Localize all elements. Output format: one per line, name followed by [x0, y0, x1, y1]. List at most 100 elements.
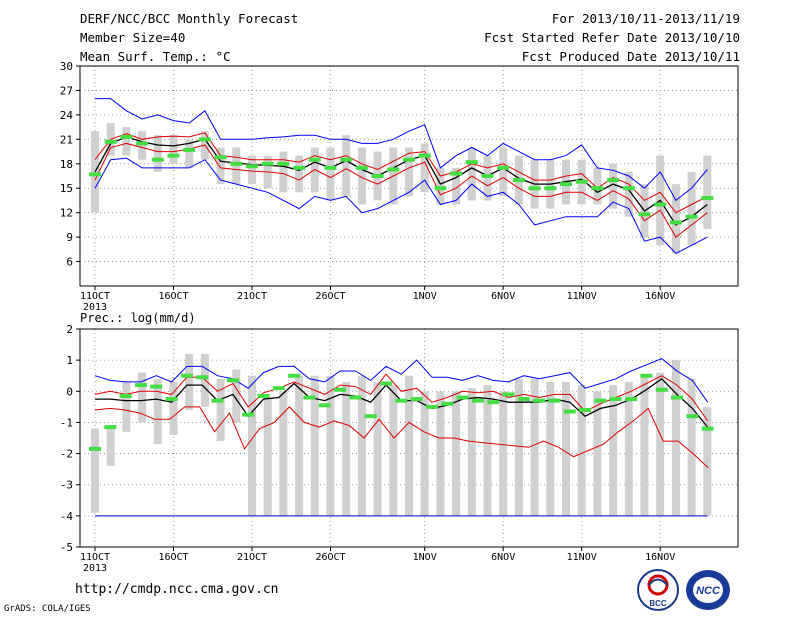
panel1-x-tick-year: 2013: [83, 302, 107, 313]
panel1-observed-marker: [277, 161, 290, 166]
panel2-y-tick-label: -5: [60, 541, 73, 554]
panel2-observed-marker: [211, 398, 224, 403]
panel2-observed-marker: [609, 397, 622, 402]
panel1-spread-box: [436, 167, 445, 205]
panel2-spread-box: [326, 375, 335, 516]
panel2-x-tick-label: 11NOV: [567, 552, 597, 563]
panel1-y-tick-label: 30: [60, 60, 73, 73]
panel1-y-tick-label: 6: [66, 256, 73, 269]
panel2-observed-marker: [349, 395, 362, 400]
panel2-observed-marker: [563, 409, 576, 414]
panel2-spread-box: [640, 375, 649, 516]
panel2-spread-box: [593, 391, 602, 516]
panel2-spread-box: [624, 381, 633, 516]
ncc-logo-icon: NCC: [686, 570, 730, 610]
panel2-observed-marker: [655, 387, 668, 392]
panel1-spread-box: [671, 184, 680, 254]
panel2-observed-marker: [165, 397, 178, 402]
panel2-spread-box: [216, 378, 225, 442]
panel1-observed-marker: [261, 161, 274, 166]
panel1-spread-box: [342, 135, 351, 197]
panel2-spread-box: [483, 385, 492, 516]
panel1-observed-marker: [450, 171, 463, 176]
panel1-observed-marker: [198, 137, 211, 142]
panel2-spread-box: [106, 425, 115, 467]
panel2-observed-marker: [701, 426, 714, 431]
panel2-observed-marker: [410, 397, 423, 402]
bcc-logo-icon: BCC: [637, 569, 679, 611]
panel2-spread-box: [656, 372, 665, 516]
source-url[interactable]: http://cmdp.ncc.cma.gov.cn: [75, 582, 279, 597]
panel1-observed-marker: [669, 220, 682, 225]
panel1-observed-marker: [371, 174, 384, 178]
panel1-observed-marker: [340, 157, 353, 162]
panel2-spread-box: [436, 391, 445, 516]
panel2-observed-marker: [579, 407, 592, 412]
panel1-spread-box: [624, 171, 633, 217]
ncc-logo-text: NCC: [696, 585, 721, 597]
panel2-y-tick-label: 1: [66, 354, 73, 367]
panel1-y-tick-label: 15: [60, 182, 73, 195]
panel1-observed-marker: [387, 167, 400, 172]
panel2-observed-marker: [226, 378, 239, 383]
panel1-observed-marker: [465, 160, 478, 165]
member-size-label: Member Size=40: [80, 30, 186, 45]
panel1-x-tick-label: 6NOV: [491, 291, 515, 302]
panel1-spread_high-line: [94, 132, 708, 214]
panel2-x-tick-label: 6NOV: [491, 552, 515, 563]
panel1-plot-frame: [79, 65, 739, 287]
panel2-observed-marker: [441, 401, 454, 406]
panel2-spread-box: [687, 378, 696, 516]
panel2-observed-marker: [364, 414, 377, 419]
panel2-observed-marker: [303, 395, 316, 400]
panel1-x-tick-label: 21OCT: [237, 291, 267, 302]
panel1-observed-marker: [151, 157, 164, 162]
panel2-spread-box: [389, 385, 398, 516]
panel1-x-tick-label: 16OCT: [158, 291, 188, 302]
panel2-y-tick-label: -3: [60, 479, 73, 492]
panel1-observed-marker: [246, 164, 258, 169]
panel1-observed-marker: [544, 186, 557, 191]
panel2-variable-label: Prec.: log(mm/d): [80, 311, 196, 325]
fcst-produced-label: Fcst Produced Date 2013/10/11: [521, 49, 740, 64]
panel1-y-tick-label: 18: [60, 158, 73, 171]
panel1-spread-box: [593, 167, 602, 205]
panel1-x-tick-label: 26OCT: [315, 291, 345, 302]
panel2-spread-box: [546, 381, 555, 516]
panel2-observed-marker: [671, 395, 684, 400]
panel1-x-tick-label: 1NOV: [413, 291, 437, 302]
panel1-observed-marker: [183, 147, 196, 152]
panel2-spread-box: [310, 375, 319, 516]
panel2-observed-marker: [196, 375, 209, 380]
panel1-observed-marker: [497, 165, 510, 170]
panel1-observed-marker: [214, 155, 227, 160]
panel1-observed-marker: [324, 165, 337, 170]
panel2-spread-box: [530, 378, 539, 516]
bcc-logo-text: BCC: [649, 599, 667, 608]
panel2-spread-box: [562, 381, 570, 516]
panel2-spread-box: [609, 385, 618, 516]
panel1-upper-line: [95, 98, 708, 202]
panel1-observed-marker: [638, 212, 651, 217]
panel2-y-tick-label: -2: [60, 448, 73, 461]
panel1-x-tick-label: 16NOV: [645, 291, 675, 302]
panel2-observed-marker: [104, 425, 117, 430]
panel1-spread-box: [467, 147, 476, 201]
fcst-started-label: Fcst Started Refer Date 2013/10/10: [484, 30, 740, 45]
panel1-spread-box: [216, 147, 225, 185]
panel2-observed-marker: [686, 414, 699, 419]
panel1-observed-marker: [308, 157, 321, 162]
panel2-upper-line: [94, 358, 709, 403]
forecast-period-label: For 2013/10/11-2013/11/19: [551, 11, 740, 26]
panel1-spread-box: [483, 155, 492, 201]
panel1-observed-marker: [481, 174, 494, 178]
panel2-spread-box: [514, 378, 523, 516]
panel1-y-tick-label: 12: [60, 207, 73, 220]
panel1-spread-box: [420, 143, 429, 193]
panel1-observed-marker: [355, 165, 368, 170]
panel2-observed-marker: [380, 381, 393, 386]
panel2-observed-marker: [242, 412, 255, 417]
panel2-spread-box: [405, 375, 413, 516]
panel1-observed-marker: [167, 153, 180, 158]
